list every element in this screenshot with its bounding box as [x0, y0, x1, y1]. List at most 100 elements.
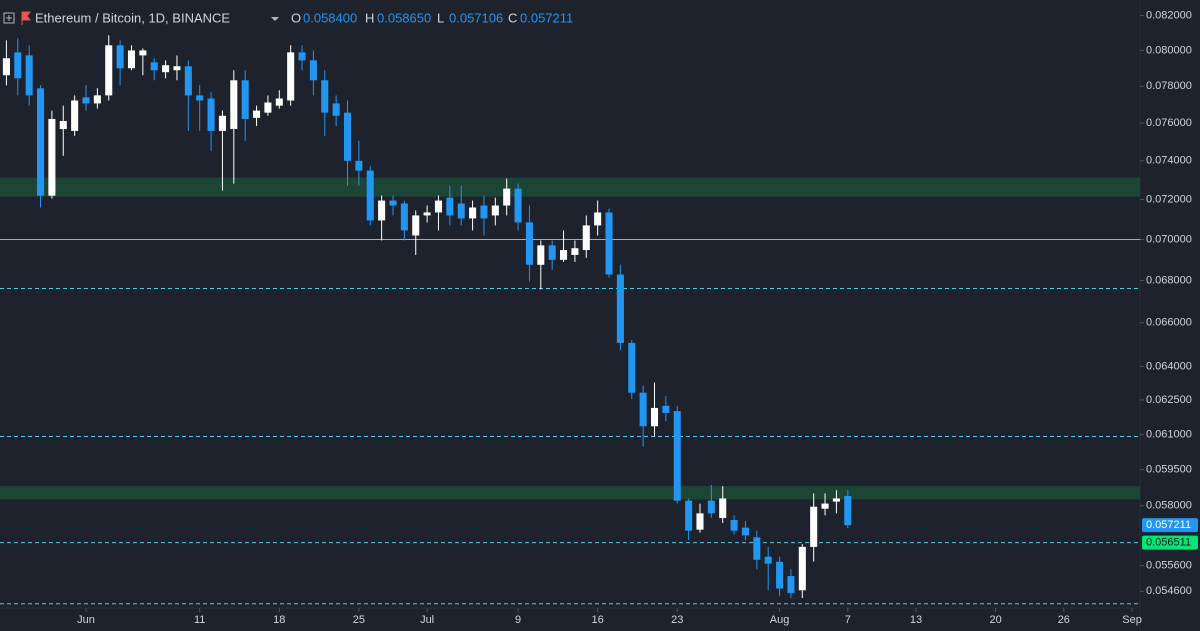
candle-body	[707, 500, 715, 514]
candles	[2, 35, 852, 599]
candle-body	[378, 200, 386, 221]
x-tick-label: 20	[989, 614, 1001, 626]
candle-body	[423, 212, 431, 216]
candle-body	[696, 513, 704, 530]
candle-body	[798, 546, 806, 591]
candle-body	[105, 45, 113, 96]
y-tick-label: 0.059500	[1146, 464, 1192, 476]
x-tick-label: 18	[273, 614, 285, 626]
y-tick-label: 0.074000	[1146, 155, 1192, 167]
candle-body	[434, 200, 442, 213]
x-tick-label: 13	[910, 614, 922, 626]
candle-body	[412, 215, 420, 236]
y-tick-label: 0.064000	[1146, 360, 1192, 372]
candle-body	[127, 50, 136, 69]
candle-body	[457, 203, 465, 219]
candle-body	[48, 118, 56, 196]
candle-body	[810, 506, 818, 547]
candle-body	[184, 66, 192, 96]
x-tick-label: Jun	[77, 614, 95, 626]
candle-body	[287, 52, 295, 101]
candle-body	[503, 188, 511, 206]
candle-body	[662, 405, 670, 413]
candle-body	[264, 102, 272, 113]
collapse-icon[interactable]	[3, 12, 15, 24]
candle-body	[844, 496, 852, 526]
level-badge-label: 0.056511	[1146, 537, 1191, 549]
y-tick-label: 0.055600	[1146, 560, 1192, 572]
candle-body	[253, 110, 261, 118]
zones	[0, 177, 1140, 500]
candle-body	[753, 537, 761, 560]
levels	[0, 238, 1140, 605]
candle-body	[832, 498, 840, 502]
zone	[0, 486, 1140, 500]
candle-body	[650, 407, 659, 427]
candle-body	[71, 100, 79, 131]
candle-body	[616, 274, 624, 343]
candle-body	[537, 245, 545, 265]
candle-body	[639, 392, 647, 427]
candle-body	[218, 115, 226, 131]
candle-body	[628, 342, 636, 393]
y-tick-label: 0.062500	[1146, 394, 1192, 406]
y-tick-label: 0.058000	[1146, 500, 1192, 512]
dropdown-caret[interactable]	[271, 17, 279, 21]
candle-body	[571, 248, 579, 255]
candle-body	[309, 60, 317, 81]
last-price-badge	[1142, 518, 1198, 533]
x-tick-label: 16	[592, 614, 604, 626]
y-tick-label: 0.076000	[1146, 117, 1192, 129]
ohlc-letter: O	[291, 10, 301, 25]
candle-body	[548, 245, 556, 260]
candle-body	[241, 80, 249, 119]
last-price-label: 0.057211	[1146, 519, 1191, 531]
ohlc-letter: L	[437, 10, 444, 25]
candle-body	[25, 55, 33, 96]
y-tick-label: 0.070000	[1146, 233, 1192, 245]
candle-body	[582, 225, 590, 251]
candle-body	[82, 97, 90, 104]
candle-body	[400, 203, 408, 231]
candle-body	[525, 222, 533, 265]
zone	[0, 177, 1140, 197]
candle-body	[491, 205, 499, 216]
x-tick-label: 25	[353, 614, 365, 626]
candle-body	[776, 561, 784, 589]
candle-body	[764, 556, 772, 564]
candle-body	[2, 58, 10, 76]
candle-body	[36, 88, 45, 196]
y-tick-label: 0.082000	[1146, 9, 1192, 21]
candle-body	[480, 205, 488, 219]
candle-body	[719, 498, 727, 519]
ohlc-value: 0.057106	[449, 10, 503, 25]
candle-body	[560, 250, 568, 260]
candle-body	[821, 503, 829, 509]
candle-body	[741, 527, 749, 536]
candle-body	[173, 66, 181, 71]
candle-body	[321, 80, 329, 113]
candle-body	[605, 212, 613, 275]
x-tick-label: 9	[515, 614, 521, 626]
candle-body	[230, 80, 238, 130]
axes: 0.082000 0.080000 0.078000 0.076000 0.074000…	[77, 9, 1198, 626]
y-tick-label: 0.054600	[1146, 585, 1192, 597]
y-tick-label: 0.080000	[1146, 44, 1192, 56]
candle-body	[355, 160, 363, 171]
ohlc-value: 0.057211	[520, 10, 573, 25]
candle-body	[469, 207, 477, 219]
symbol-title[interactable]: Ethereum / Bitcoin, 1D, BINANCE	[35, 10, 230, 25]
candle-body	[196, 95, 204, 101]
candle-body	[332, 103, 340, 116]
candle-body	[673, 411, 681, 501]
candle-body	[275, 98, 283, 106]
candle-body	[93, 95, 101, 104]
candle-body	[787, 576, 795, 594]
candle-body	[150, 62, 158, 71]
y-tick-label: 0.072000	[1146, 194, 1192, 206]
x-tick-label: Sep	[1122, 614, 1142, 626]
x-tick-label: Jul	[420, 614, 434, 626]
